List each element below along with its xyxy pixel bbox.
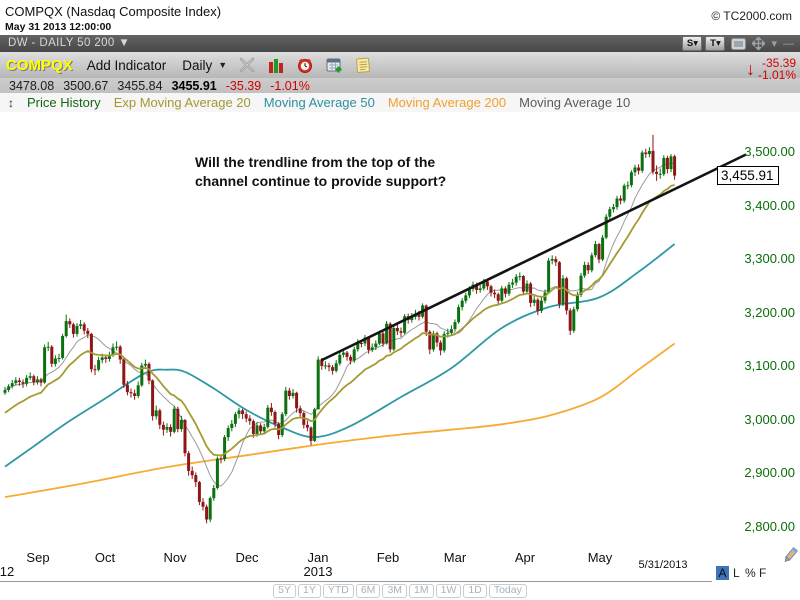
main-toolbar: COMPQX Add Indicator Daily ▼ [0, 52, 800, 78]
scale-mode-f[interactable]: F [759, 566, 767, 580]
scale-mode-arithmetic[interactable]: A [716, 566, 729, 580]
x-axis-month-label: Nov [163, 550, 187, 565]
chart-datetime: May 31 2013 12:00:00 [5, 21, 112, 33]
tools-menu-button[interactable]: T▾ [705, 36, 726, 51]
quote-row: 3478.08 3500.67 3455.84 3455.91 -35.39 -… [0, 78, 800, 93]
x-axis-month-label: Mar [443, 550, 467, 565]
legend-item-1[interactable]: Price History [27, 95, 101, 110]
x-axis-month-label: Apr [514, 550, 536, 565]
badge-change-pct: -1.01% [757, 68, 796, 82]
badge-change: -35.39 [761, 56, 796, 70]
range-button-1m[interactable]: 1M [409, 584, 434, 598]
range-button-3m[interactable]: 3M [382, 584, 408, 598]
x-axis-year-label: 2013 [303, 564, 333, 579]
quote-high: 3500.67 [63, 78, 109, 93]
tools-icon[interactable] [238, 56, 256, 74]
y-axis-label: 3,300.00 [744, 251, 795, 266]
period-dropdown[interactable]: Daily [182, 57, 213, 73]
legend-item-2[interactable]: Exp Moving Average 20 [113, 95, 251, 110]
x-axis-month-label: May [587, 550, 613, 565]
layout-bar-controls: S▾ T▾ ▾ — [679, 36, 794, 51]
move-icon[interactable] [752, 37, 766, 50]
down-arrow-icon: ↓ [745, 58, 755, 79]
y-axis-label: 3,000.00 [744, 412, 795, 427]
y-axis-label: 3,400.00 [744, 198, 795, 213]
y-axis-label: 3,100.00 [744, 358, 795, 373]
quote-open: 3478.08 [9, 78, 55, 93]
current-price-box: 3,455.91 [717, 166, 779, 185]
quote-change: -35.39 [225, 78, 262, 93]
period-caret-icon[interactable]: ▼ [218, 60, 228, 70]
x-axis-month-label: Feb [376, 550, 400, 565]
x-axis-month-label: Dec [235, 550, 259, 565]
symbol-label[interactable]: COMPQX [6, 56, 73, 74]
chevron-down-icon[interactable]: ▾ [771, 38, 777, 50]
minimize-icon[interactable]: — [783, 37, 794, 50]
x-axis-year-label: 12 [0, 564, 15, 579]
chart-title: COMPQX (Nasdaq Composite Index) [5, 4, 222, 19]
calendar-add-icon[interactable] [325, 56, 343, 74]
x-axis-month-label: Jan [307, 550, 329, 565]
x-axis-month-label: Sep [26, 550, 50, 565]
change-badge: ↓ -35.39 -1.01% [746, 57, 796, 81]
y-axis-label: 2,900.00 [744, 465, 795, 480]
indicator-legend: ↕ Price History Exp Moving Average 20 Movi… [0, 93, 800, 112]
layout-selector[interactable]: DW - DAILY 50 200 ▼ [8, 37, 131, 49]
y-axis-label: 3,200.00 [744, 305, 795, 320]
range-button-today[interactable]: Today [488, 584, 527, 598]
add-indicator-button[interactable]: Add Indicator [86, 57, 167, 73]
quote-low: 3455.84 [117, 78, 163, 93]
layout-bar: DW - DAILY 50 200 ▼ S▾ T▾ ▾ — [0, 35, 800, 52]
scale-mode-l[interactable]: L [733, 566, 740, 580]
chart-bars-icon[interactable] [267, 56, 285, 74]
y-axis-label: 2,800.00 [744, 519, 795, 534]
last-date-label: 5/31/2013 [638, 559, 688, 571]
range-button-6m[interactable]: 6M [355, 584, 381, 598]
y-axis-label: 3,500.00 [744, 144, 795, 159]
x-axis-line [0, 581, 712, 582]
notes-icon[interactable] [354, 56, 372, 74]
quote-change-pct: -1.01% [270, 78, 310, 93]
alarm-clock-icon[interactable] [296, 56, 314, 74]
legend-item-5[interactable]: Moving Average 10 [519, 95, 631, 110]
price-scale-icon[interactable]: ↕ [8, 95, 14, 110]
symbol-tools-button[interactable]: S▾ [682, 36, 703, 51]
quote-last: 3455.91 [171, 78, 217, 93]
range-button-1d[interactable]: 1D [463, 584, 487, 598]
range-button-1w[interactable]: 1W [435, 584, 462, 598]
x-axis-month-label: Oct [94, 550, 116, 565]
chart-annotation-text[interactable]: Will the trendline from the top of the c… [195, 154, 447, 189]
legend-item-4[interactable]: Moving Average 200 [387, 95, 507, 110]
range-button-ytd[interactable]: YTD [322, 584, 354, 598]
window-icon[interactable] [731, 37, 747, 50]
legend-item-3[interactable]: Moving Average 50 [263, 95, 375, 110]
scale-mode-%[interactable]: % [745, 566, 756, 580]
pencil-icon[interactable] [782, 546, 799, 564]
copyright: © TC2000.com [711, 9, 792, 23]
range-button-1y[interactable]: 1Y [298, 584, 321, 598]
range-buttons: 5Y 1Y YTD 6M 3M 1M 1W 1D Today [0, 584, 800, 598]
range-button-5y[interactable]: 5Y [273, 584, 296, 598]
